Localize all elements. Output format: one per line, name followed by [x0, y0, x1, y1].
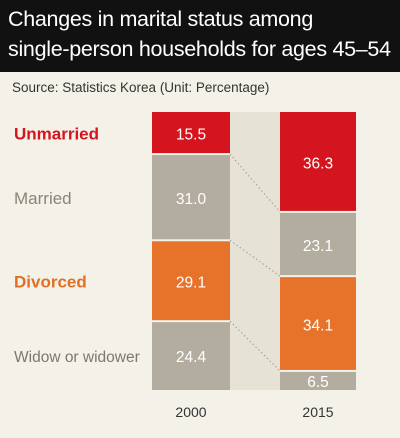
- bar-2015-unmarried: [280, 112, 356, 211]
- data-label: 29.1: [176, 275, 206, 292]
- title-bar: Changes in marital status among single-p…: [0, 0, 400, 72]
- bar-2000-widow-or-widower: [152, 322, 230, 390]
- bar-2000-unmarried: [152, 112, 230, 154]
- legend-label: Divorced: [14, 273, 87, 292]
- bar-2000-divorced: [152, 241, 230, 321]
- bar-2015-divorced: [280, 277, 356, 370]
- connector-line: [229, 153, 281, 213]
- legend-label: Unmarried: [14, 125, 99, 144]
- lane-background: [230, 112, 280, 390]
- data-label: 36.3: [303, 155, 333, 172]
- bar-2015-widow-or-widower: [280, 371, 356, 390]
- x-tick-label: 2000: [175, 404, 206, 420]
- legend-label: Married: [14, 189, 72, 208]
- data-label: 31.0: [176, 191, 207, 208]
- legend-label: Widow or widower: [14, 349, 140, 366]
- x-tick-label: 2015: [302, 404, 333, 420]
- data-label: 15.5: [176, 127, 206, 144]
- bar-2000-married: [152, 155, 230, 240]
- bar-2015-married: [280, 212, 356, 276]
- data-label: 24.4: [176, 349, 207, 366]
- data-label: 23.1: [303, 238, 333, 255]
- data-label: 34.1: [303, 318, 333, 335]
- chart-subtitle: Source: Statistics Korea (Unit: Percenta…: [12, 80, 270, 95]
- chart-title: Changes in marital status among single-p…: [8, 7, 391, 61]
- data-label: 6.5: [307, 374, 329, 391]
